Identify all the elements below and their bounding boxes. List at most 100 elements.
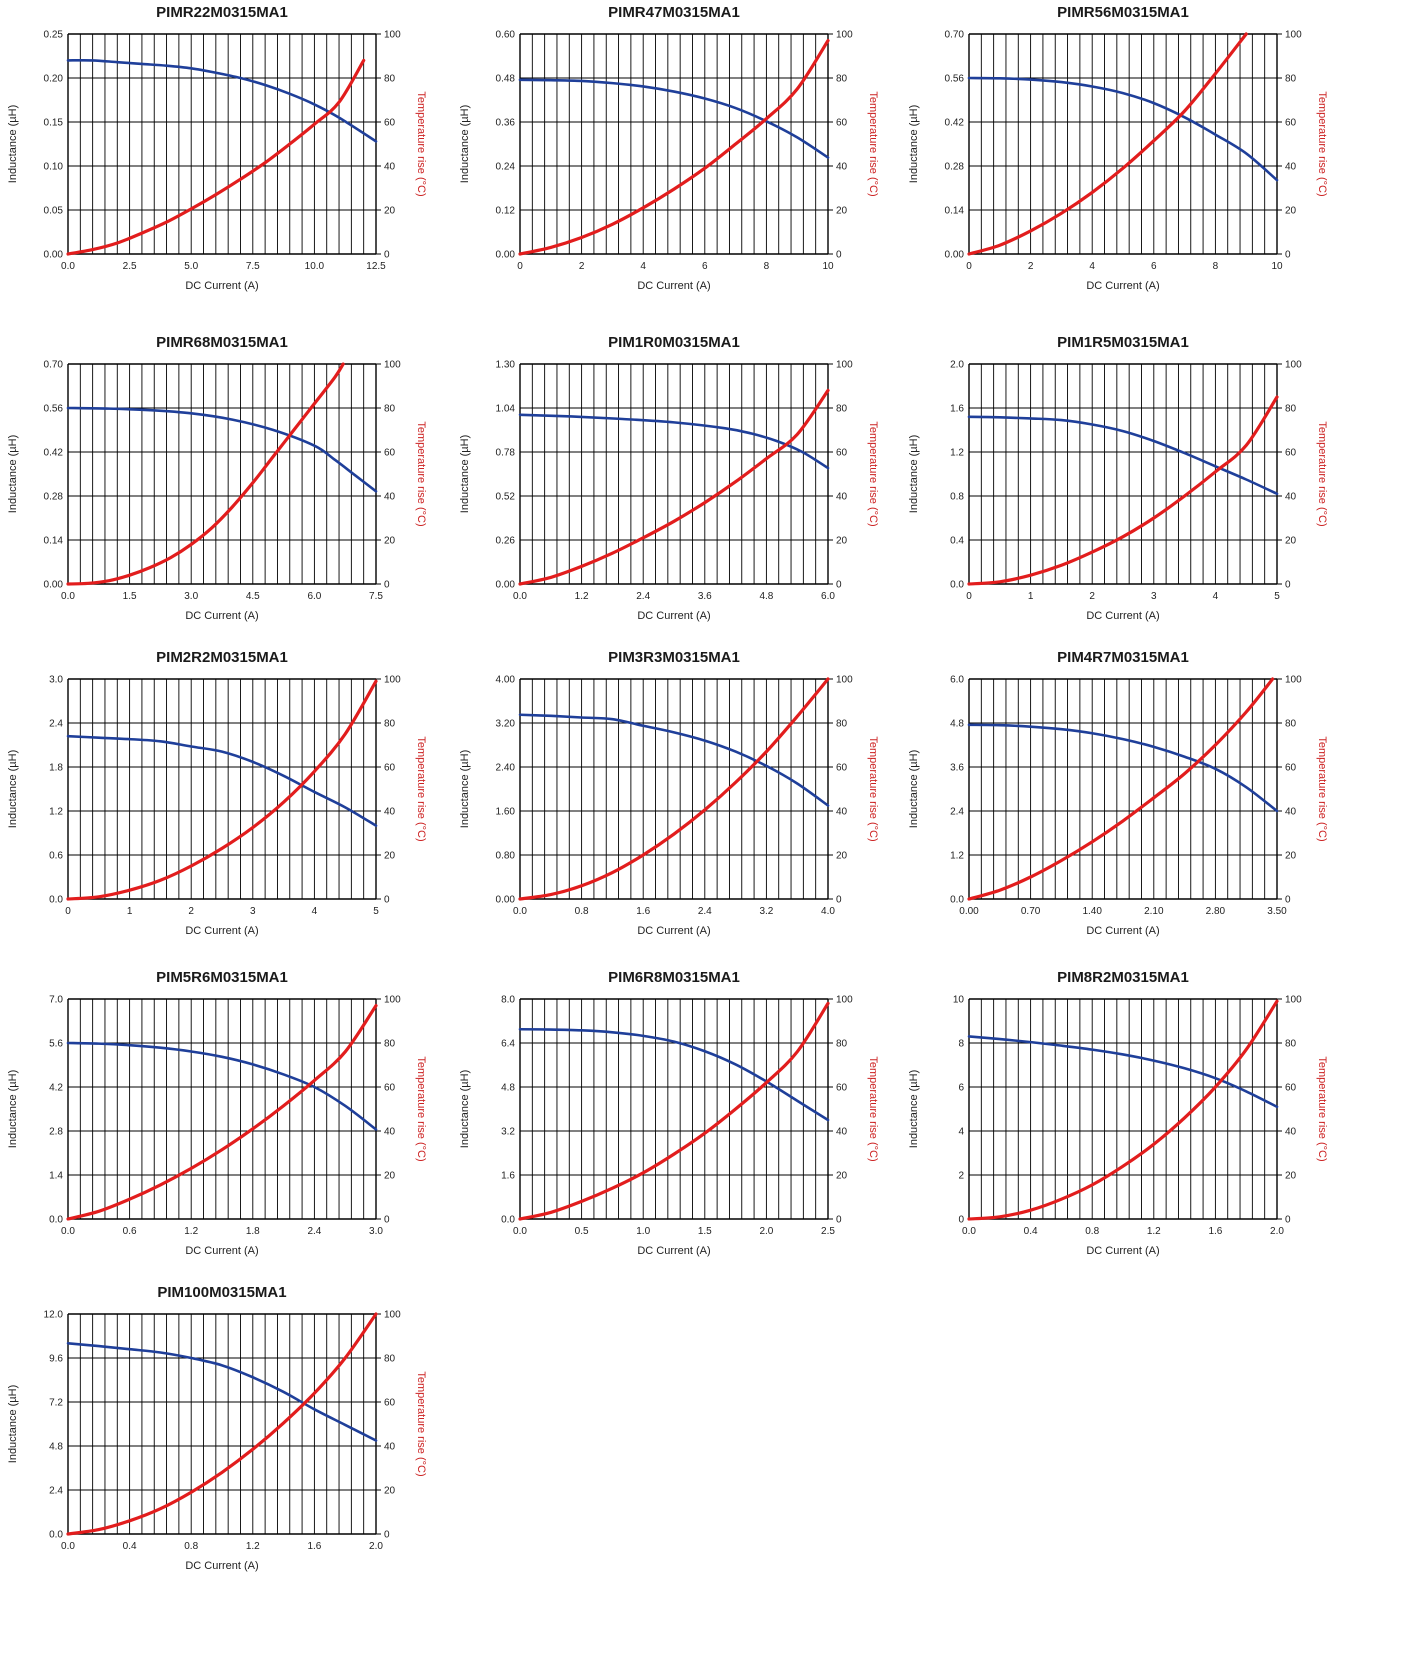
y2-tick-label: 80 xyxy=(836,404,848,415)
y2-tick-label: 100 xyxy=(836,360,853,371)
y2-tick-label: 40 xyxy=(1285,492,1297,503)
y-tick-label: 0.52 xyxy=(496,492,516,503)
y2-tick-label: 0 xyxy=(1285,250,1291,261)
temperature-series-line xyxy=(967,395,1279,586)
x-tick-label: 0.0 xyxy=(61,1541,75,1552)
y-tick-label: 0.42 xyxy=(44,448,64,459)
y2-tick-label: 100 xyxy=(384,360,401,371)
temperature-series-line xyxy=(518,39,830,256)
x-tick-label: 6 xyxy=(1151,261,1157,272)
x-tick-label: 2.0 xyxy=(369,1541,383,1552)
x-tick-label: 0 xyxy=(65,906,71,917)
y2-tick-label: 0 xyxy=(384,250,390,261)
y2-tick-label: 60 xyxy=(384,118,396,129)
y2-tick-label: 20 xyxy=(1285,1171,1297,1182)
y2-tick-label: 40 xyxy=(1285,1127,1297,1138)
y-tick-label: 0.00 xyxy=(496,250,516,261)
inductance-series-line xyxy=(518,713,830,807)
y-tick-label: 0.00 xyxy=(44,580,64,591)
inductance-series-line xyxy=(66,58,378,143)
inductance-series-line xyxy=(518,78,830,159)
chart-panel: PIM1R5M0315MA1 0.0 0.4 0.8 1.2 1.6 2.0 0 20 40 60 8… xyxy=(901,330,1371,665)
chart-svg: PIM4R7M0315MA1 0.0 1.2 2.4 3.6 4.8 6.0 0 20 40 60 8… xyxy=(908,649,1328,937)
x-tick-label: 1.5 xyxy=(123,591,137,602)
temperature-series-line xyxy=(967,999,1279,1221)
x-tick-label: 0 xyxy=(966,591,972,602)
y2-tick-label: 100 xyxy=(836,995,853,1006)
x-tick-label: 1.6 xyxy=(1208,1226,1222,1237)
y-tick-label: 0.00 xyxy=(496,895,516,906)
chart-panel: PIM4R7M0315MA1 0.0 1.2 2.4 3.6 4.8 6.0 0 20 40 60 8… xyxy=(901,645,1371,980)
y2-tick-label: 80 xyxy=(384,1039,396,1050)
x-tick-label: 0.4 xyxy=(123,1541,137,1552)
x-tick-label: 6.0 xyxy=(821,591,835,602)
y-tick-label: 0.56 xyxy=(44,404,64,415)
y2-tick-label: 100 xyxy=(1285,675,1302,686)
y-tick-label: 0.00 xyxy=(44,250,64,261)
x-tick-label: 1 xyxy=(127,906,133,917)
x-tick-label: 4 xyxy=(1089,261,1095,272)
y2-tick-label: 40 xyxy=(836,492,848,503)
temperature-series-line xyxy=(967,677,1275,901)
y-tick-label: 2.4 xyxy=(950,807,964,818)
y2-tick-label: 20 xyxy=(384,206,396,217)
inductance-series-line xyxy=(967,76,1279,182)
x-tick-label: 7.5 xyxy=(246,261,260,272)
x-axis-label: DC Current (A) xyxy=(185,1245,258,1257)
y-axis-label: Inductance (µH) xyxy=(459,435,471,513)
x-tick-label: 8 xyxy=(1213,261,1219,272)
y2-tick-label: 0 xyxy=(384,1530,390,1541)
y2-axis-label: Temperature rise (°C) xyxy=(867,91,879,196)
x-tick-label: 2 xyxy=(579,261,585,272)
x-tick-label: 0.0 xyxy=(513,906,527,917)
y2-tick-label: 60 xyxy=(1285,763,1297,774)
chart-svg: PIM5R6M0315MA1 0.0 1.4 2.8 4.2 5.6 7.0 0 20 40 60 8… xyxy=(7,969,427,1257)
y2-tick-label: 20 xyxy=(836,851,848,862)
y-axis-label: Inductance (µH) xyxy=(908,435,920,513)
x-tick-label: 5 xyxy=(373,906,379,917)
x-tick-label: 10.0 xyxy=(305,261,325,272)
y2-tick-label: 20 xyxy=(384,536,396,547)
x-tick-label: 0.8 xyxy=(184,1541,198,1552)
temperature-series-line xyxy=(66,58,366,256)
chart-title: PIM3R3M0315MA1 xyxy=(608,649,740,666)
x-tick-label: 1.2 xyxy=(1147,1226,1161,1237)
x-tick-label: 0.0 xyxy=(513,591,527,602)
x-axis-label: DC Current (A) xyxy=(1086,925,1159,937)
x-tick-label: 4 xyxy=(1213,591,1219,602)
y2-tick-label: 60 xyxy=(836,763,848,774)
y2-tick-label: 40 xyxy=(384,1442,396,1453)
y-tick-label: 2 xyxy=(958,1171,964,1182)
y-tick-label: 1.04 xyxy=(496,404,516,415)
chart-svg: PIM3R3M0315MA1 0.00 0.80 1.60 2.40 3.20 4.00 0 2… xyxy=(459,649,879,937)
chart-svg: PIM1R0M0315MA1 0.00 0.26 0.52 0.78 1.04 1.30 0 2… xyxy=(459,334,879,622)
x-tick-label: 0.4 xyxy=(1024,1226,1038,1237)
y-tick-label: 4.8 xyxy=(49,1442,63,1453)
chart-title: PIM1R0M0315MA1 xyxy=(608,334,740,351)
y-tick-label: 0.14 xyxy=(44,536,64,547)
y2-tick-label: 40 xyxy=(836,807,848,818)
x-tick-label: 3.2 xyxy=(759,906,773,917)
y-tick-label: 4 xyxy=(958,1127,964,1138)
x-tick-label: 1.40 xyxy=(1082,906,1102,917)
y-axis-label: Inductance (µH) xyxy=(908,750,920,828)
y2-tick-label: 40 xyxy=(1285,162,1297,173)
temperature-series-line xyxy=(66,679,378,901)
y-tick-label: 0.28 xyxy=(945,162,965,173)
x-tick-label: 5.0 xyxy=(184,261,198,272)
chart-title: PIM2R2M0315MA1 xyxy=(156,649,288,666)
y-tick-label: 6 xyxy=(958,1083,964,1094)
x-tick-label: 3.6 xyxy=(698,591,712,602)
y2-tick-label: 100 xyxy=(1285,360,1302,371)
y2-tick-label: 20 xyxy=(384,851,396,862)
y2-tick-label: 80 xyxy=(384,74,396,85)
x-tick-label: 2.4 xyxy=(307,1226,321,1237)
y2-tick-label: 60 xyxy=(384,763,396,774)
y-axis-label: Inductance (µH) xyxy=(459,105,471,183)
y2-tick-label: 20 xyxy=(836,536,848,547)
y2-tick-label: 0 xyxy=(384,1215,390,1226)
y-tick-label: 6.0 xyxy=(950,675,964,686)
y-tick-label: 0.0 xyxy=(49,895,63,906)
temperature-series-line xyxy=(66,1312,378,1536)
x-axis-label: DC Current (A) xyxy=(1086,1245,1159,1257)
